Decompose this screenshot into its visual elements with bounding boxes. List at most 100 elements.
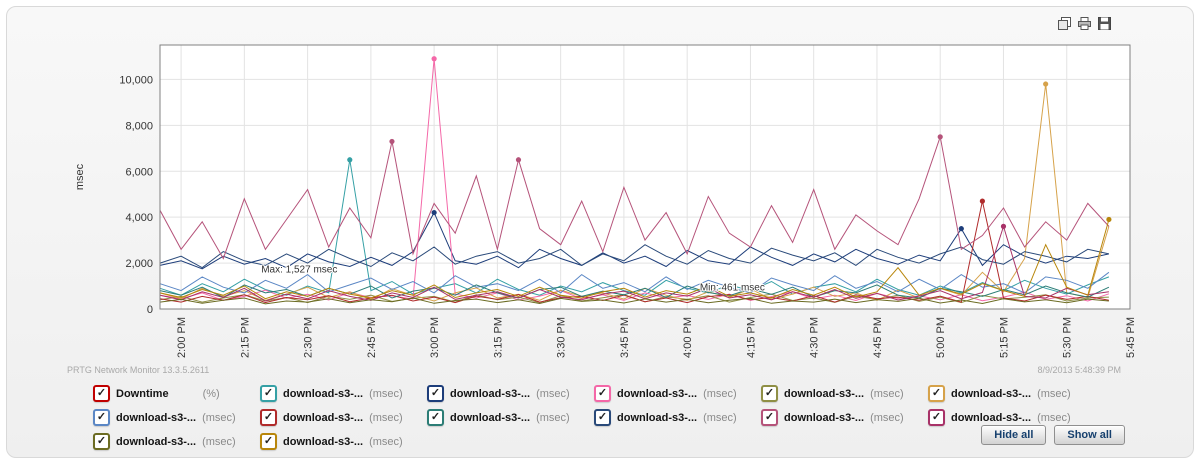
legend-item[interactable]: ✓ download-s3-... (msec) bbox=[928, 409, 1095, 426]
max-annotation: Max: 1,527 msec bbox=[261, 264, 337, 275]
legend-label: download-s3-... bbox=[951, 411, 1032, 424]
legend-item[interactable]: ✓ download-s3-... (msec) bbox=[761, 409, 928, 426]
legend-checkbox[interactable]: ✓ bbox=[93, 385, 110, 402]
gridlines bbox=[160, 45, 1131, 309]
legend-label: download-s3-... bbox=[116, 435, 197, 448]
legend-checkbox[interactable]: ✓ bbox=[93, 433, 110, 450]
legend-checkbox[interactable]: ✓ bbox=[93, 409, 110, 426]
x-tick-label: 3:00 PM bbox=[429, 317, 441, 358]
legend-item[interactable]: ✓ download-s3-... (msec) bbox=[928, 385, 1095, 402]
legend-checkbox[interactable]: ✓ bbox=[761, 385, 778, 402]
chart-meta: PRTG Network Monitor 13.3.5.2611 8/9/201… bbox=[67, 365, 1121, 375]
legend-checkbox[interactable]: ✓ bbox=[260, 409, 277, 426]
legend-item[interactable]: ✓ download-s3-... (msec) bbox=[93, 409, 260, 426]
series-line bbox=[159, 297, 1109, 305]
legend-buttons: Hide all Show all bbox=[981, 425, 1125, 445]
legend-unit: (msec) bbox=[369, 387, 403, 400]
peak-marker bbox=[389, 138, 395, 145]
legend-label: Downtime bbox=[116, 387, 169, 400]
legend-item[interactable]: ✓ download-s3-... (msec) bbox=[260, 385, 427, 402]
legend-item[interactable]: ✓ download-s3-... (msec) bbox=[427, 385, 594, 402]
legend-label: download-s3-... bbox=[617, 411, 698, 424]
legend-item[interactable]: ✓ download-s3-... (msec) bbox=[260, 409, 427, 426]
legend-item[interactable]: ✓ download-s3-... (msec) bbox=[427, 409, 594, 426]
y-tick-label: 8,000 bbox=[125, 120, 153, 132]
legend-unit: (msec) bbox=[536, 411, 570, 424]
y-tick-label: 10,000 bbox=[119, 74, 153, 86]
peak-marker bbox=[1000, 223, 1007, 229]
legend-unit: (msec) bbox=[369, 411, 403, 424]
toolbar bbox=[1058, 17, 1111, 30]
y-tick-label: 0 bbox=[147, 304, 153, 316]
chart-panel: 0 2,000 4,000 6,000 8,000 10,000 2:00 PM 2:15 P… bbox=[6, 6, 1194, 458]
x-tick-label: 2:15 PM bbox=[239, 317, 251, 358]
peak-marker bbox=[431, 209, 437, 216]
series-line bbox=[159, 244, 1110, 269]
x-tick-label: 2:30 PM bbox=[303, 317, 315, 358]
legend-checkbox[interactable]: ✓ bbox=[427, 385, 444, 402]
peak-marker bbox=[431, 56, 437, 62]
x-tick-label: 4:30 PM bbox=[809, 317, 821, 358]
peak-marker bbox=[515, 157, 522, 163]
legend-item[interactable]: ✓ download-s3-... (msec) bbox=[594, 385, 761, 402]
legend-unit: (msec) bbox=[703, 387, 737, 400]
legend-item[interactable]: ✓ download-s3-... (msec) bbox=[594, 409, 761, 426]
series-line bbox=[159, 271, 1110, 294]
legend-unit: (%) bbox=[202, 387, 220, 400]
legend-unit: (msec) bbox=[369, 435, 403, 448]
series-line bbox=[159, 211, 1110, 270]
legend-label: download-s3-... bbox=[617, 387, 698, 400]
show-all-button[interactable]: Show all bbox=[1054, 425, 1125, 445]
legend-unit: (msec) bbox=[703, 411, 737, 424]
legend-label: download-s3-... bbox=[283, 411, 364, 424]
legend-checkbox[interactable]: ✓ bbox=[260, 385, 277, 402]
series-lines bbox=[159, 56, 1112, 310]
legend-checkbox[interactable]: ✓ bbox=[427, 409, 444, 426]
y-tick-label: 6,000 bbox=[125, 166, 153, 178]
plot-background bbox=[160, 45, 1130, 309]
x-tick-label: 5:15 PM bbox=[998, 317, 1010, 358]
series-line bbox=[159, 200, 1109, 304]
save-icon[interactable] bbox=[1098, 17, 1111, 30]
min-annotation: Min: 461 msec bbox=[700, 283, 765, 294]
legend-checkbox[interactable]: ✓ bbox=[761, 409, 778, 426]
line-chart: 0 2,000 4,000 6,000 8,000 10,000 2:00 PM 2:15 P… bbox=[74, 44, 1137, 358]
legend: ✓ Downtime (%) ✓ download-s3-... (msec) ✓ downl… bbox=[93, 385, 1193, 450]
legend-unit: (msec) bbox=[870, 387, 904, 400]
legend-label: download-s3-... bbox=[784, 387, 865, 400]
legend-label: download-s3-... bbox=[784, 411, 865, 424]
chart-block: 0 2,000 4,000 6,000 8,000 10,000 2:00 PM 2:15 P… bbox=[65, 37, 1193, 367]
hide-all-button[interactable]: Hide all bbox=[981, 425, 1047, 445]
legend-label: download-s3-... bbox=[450, 411, 531, 424]
legend-checkbox[interactable]: ✓ bbox=[594, 409, 611, 426]
series-line bbox=[159, 58, 1110, 302]
legend-checkbox[interactable]: ✓ bbox=[260, 433, 277, 450]
legend-checkbox[interactable]: ✓ bbox=[928, 409, 945, 426]
x-tick-label: 5:00 PM bbox=[935, 317, 947, 358]
app-version: PRTG Network Monitor 13.3.5.2611 bbox=[67, 365, 210, 375]
x-tick-label: 4:00 PM bbox=[682, 317, 694, 358]
legend-item[interactable]: ✓ Downtime (%) bbox=[93, 385, 260, 402]
peak-marker bbox=[347, 157, 353, 163]
report-timestamp: 8/9/2013 5:48:39 PM bbox=[1037, 365, 1121, 375]
series-line bbox=[159, 134, 1110, 260]
peak-marker bbox=[1043, 81, 1049, 87]
clone-icon[interactable] bbox=[1058, 17, 1071, 30]
x-tick-label: 3:30 PM bbox=[556, 317, 568, 358]
legend-label: download-s3-... bbox=[283, 387, 364, 400]
legend-label: download-s3-... bbox=[116, 411, 197, 424]
peak-marker bbox=[937, 134, 943, 140]
legend-checkbox[interactable]: ✓ bbox=[928, 385, 945, 402]
series-line bbox=[159, 219, 1110, 300]
legend-label: download-s3-... bbox=[450, 387, 531, 400]
legend-checkbox[interactable]: ✓ bbox=[594, 385, 611, 402]
legend-item[interactable]: ✓ download-s3-... (msec) bbox=[260, 433, 427, 450]
legend-item[interactable]: ✓ download-s3-... (msec) bbox=[761, 385, 928, 402]
legend-unit: (msec) bbox=[202, 435, 236, 448]
series-line bbox=[159, 224, 1109, 302]
x-tick-label: 2:45 PM bbox=[366, 317, 378, 358]
x-tick-label: 5:30 PM bbox=[1062, 317, 1074, 358]
peak-marker bbox=[958, 226, 964, 232]
print-icon[interactable] bbox=[1078, 17, 1091, 30]
legend-item[interactable]: ✓ download-s3-... (msec) bbox=[93, 433, 260, 450]
